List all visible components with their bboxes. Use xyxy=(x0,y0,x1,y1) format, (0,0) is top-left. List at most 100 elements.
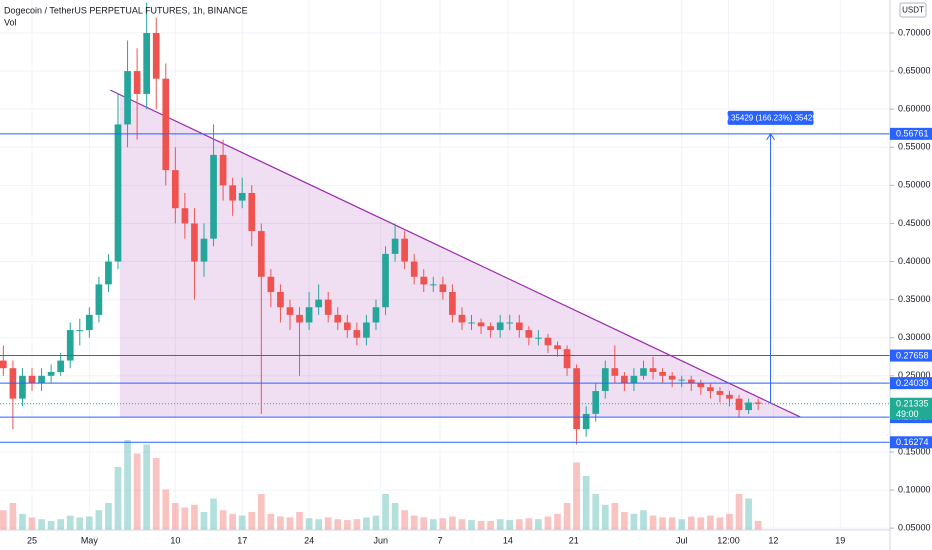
volume-bar xyxy=(496,519,504,530)
candle-body xyxy=(410,261,418,277)
y-tick-label: 0.35000 xyxy=(898,294,931,304)
x-tick-label: 12:00 xyxy=(717,535,740,545)
candle-body xyxy=(477,322,485,327)
volume-bar xyxy=(697,517,705,530)
volume-bar xyxy=(315,519,322,530)
candle-body xyxy=(429,284,437,286)
candle-body xyxy=(649,368,657,372)
current-price-label: 0.21335 xyxy=(896,399,929,409)
candle-body xyxy=(563,349,571,369)
volume-bar xyxy=(410,515,418,530)
candle-body xyxy=(210,154,217,239)
candle-body xyxy=(76,330,84,332)
candle-body xyxy=(162,78,170,171)
candle-body xyxy=(238,192,246,201)
volume-bar xyxy=(659,517,666,530)
volume-bar xyxy=(668,517,676,530)
volume-bar xyxy=(487,521,494,530)
volume-bar xyxy=(573,462,580,530)
candle-body xyxy=(487,326,494,331)
volume-bar xyxy=(363,517,370,530)
volume-bar xyxy=(200,512,208,530)
volume-bar xyxy=(133,453,141,530)
volume-bar xyxy=(372,515,380,530)
volume-bar xyxy=(678,519,686,530)
candle-body xyxy=(401,238,408,262)
volume-bar xyxy=(277,516,284,530)
y-tick-label: 0.30000 xyxy=(898,332,931,342)
volume-bar xyxy=(554,513,561,530)
measure-arrow xyxy=(766,132,775,141)
volume-bar xyxy=(162,489,170,530)
volume-bar xyxy=(506,520,514,530)
volume-bar xyxy=(57,519,65,530)
volume-bar xyxy=(353,519,361,530)
chart-title: Dogecoin / TetherUS PERPETUAL FUTURES, 1… xyxy=(4,5,248,15)
candle-body xyxy=(668,375,676,380)
volume-bar xyxy=(601,504,609,530)
volume-bar xyxy=(439,518,447,530)
pattern-line xyxy=(110,89,801,418)
candle-body xyxy=(621,375,628,384)
y-tick-label: 0.10000 xyxy=(898,484,931,494)
volume-bar xyxy=(267,513,275,530)
candle-body xyxy=(582,413,590,430)
x-tick-label: 12 xyxy=(768,535,778,545)
level-label-bg xyxy=(890,127,932,140)
volume-bar xyxy=(563,503,571,530)
candle-body xyxy=(601,368,609,392)
level-label-bg xyxy=(890,436,932,449)
x-tick-label: 10 xyxy=(170,535,180,545)
candle-body xyxy=(382,253,389,308)
candle-body xyxy=(458,314,466,323)
volume-bar xyxy=(640,510,647,530)
volume-bar xyxy=(707,515,714,530)
level-label: 0.16274 xyxy=(896,437,929,447)
candle-body xyxy=(200,238,208,262)
candle-body xyxy=(66,330,74,361)
candle-body xyxy=(229,185,236,201)
candle-body xyxy=(19,375,26,399)
volume-bar xyxy=(429,519,437,530)
volume-bar xyxy=(105,503,112,530)
candle-body xyxy=(324,299,332,315)
x-tick-label: 24 xyxy=(304,535,314,545)
volume-bar xyxy=(745,498,752,530)
currency-box[interactable] xyxy=(899,2,927,18)
candle-body xyxy=(554,345,561,350)
candle-body xyxy=(363,322,370,338)
candle-body xyxy=(449,292,456,315)
candle-body xyxy=(296,314,303,323)
candle-body xyxy=(372,307,380,323)
candle-body xyxy=(726,394,733,399)
volume-bar xyxy=(9,503,17,530)
volume-bar xyxy=(630,513,638,530)
volume-bar xyxy=(544,516,552,530)
x-tick-label: 25 xyxy=(27,535,37,545)
candle-body xyxy=(745,402,752,411)
volume-bar xyxy=(649,515,657,530)
candle-body xyxy=(735,398,743,411)
y-tick-label: 0.70000 xyxy=(898,27,931,37)
candle-body xyxy=(219,154,227,186)
volume-bar xyxy=(286,517,294,530)
candle-body xyxy=(85,314,93,331)
candle-body xyxy=(334,314,342,323)
volume-label: Vol xyxy=(4,17,17,27)
volume-bar xyxy=(592,494,600,530)
y-tick-label: 0.25000 xyxy=(898,370,931,380)
current-price-bg xyxy=(890,397,932,420)
candle-body xyxy=(535,337,542,339)
y-tick-label: 0.40000 xyxy=(898,256,931,266)
candle-body xyxy=(439,284,447,293)
x-tick-label: 17 xyxy=(237,535,247,545)
candle-body xyxy=(305,307,313,323)
y-tick-label: 0.50000 xyxy=(898,180,931,190)
volume-bar xyxy=(382,494,389,530)
candle-body xyxy=(506,322,514,324)
candle-body xyxy=(343,322,351,331)
volume-bar xyxy=(611,503,619,530)
x-tick-label: Jul xyxy=(676,535,688,545)
volume-bar xyxy=(219,510,227,530)
